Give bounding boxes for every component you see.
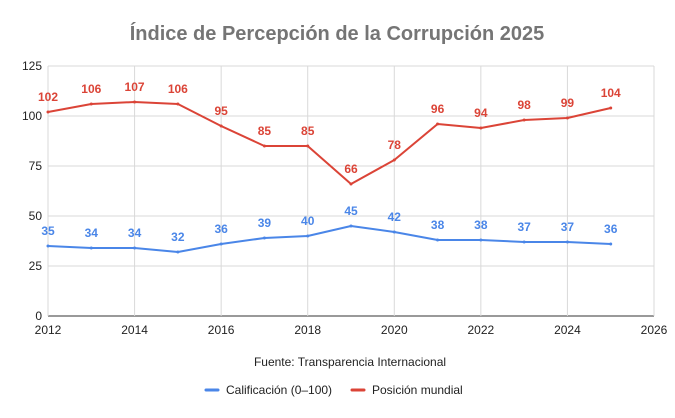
legend: Calificación (0–100) Posición mundial [204, 383, 463, 397]
data-label: 96 [431, 102, 445, 116]
data-point [349, 224, 353, 228]
data-label: 36 [214, 222, 228, 236]
data-point [219, 124, 223, 128]
data-label: 99 [561, 96, 575, 110]
data-point [306, 234, 310, 238]
data-point [522, 240, 526, 244]
x-tick-label: 2026 [641, 323, 668, 337]
legend-label: Calificación (0–100) [226, 383, 332, 397]
data-label: 37 [561, 220, 575, 234]
x-tick-label: 2012 [35, 323, 62, 337]
data-point [522, 118, 526, 122]
data-label: 85 [301, 124, 315, 138]
y-tick-label: 50 [29, 209, 43, 223]
data-point [609, 242, 613, 246]
data-label: 45 [344, 204, 358, 218]
x-tick-label: 2022 [468, 323, 495, 337]
x-tick-label: 2016 [208, 323, 235, 337]
axes: 0 25 50 75 100 125 2012 2014 2016 2018 2020 2022 202… [22, 59, 668, 337]
data-label: 34 [85, 226, 99, 240]
data-label: 32 [171, 230, 185, 244]
data-point [306, 144, 310, 148]
data-point [89, 102, 93, 106]
data-point [262, 236, 266, 240]
data-label: 66 [344, 162, 358, 176]
data-label: 38 [474, 218, 488, 232]
y-tick-label: 125 [22, 59, 42, 73]
data-point [565, 116, 569, 120]
data-label: 42 [388, 210, 402, 224]
data-label: 78 [388, 138, 402, 152]
data-label: 34 [128, 226, 142, 240]
x-tick-label: 2024 [554, 323, 581, 337]
x-tick-label: 2018 [294, 323, 321, 337]
data-label: 35 [41, 224, 55, 238]
y-tick-label: 100 [22, 109, 42, 123]
data-point [479, 238, 483, 242]
data-point [176, 102, 180, 106]
data-label: 85 [258, 124, 272, 138]
plot-grid [47, 65, 655, 317]
series-line-1 [47, 225, 612, 253]
data-point [176, 250, 180, 254]
data-point [609, 106, 613, 110]
data-label: 94 [474, 106, 488, 120]
data-point [392, 230, 396, 234]
data-point [436, 238, 440, 242]
data-point [133, 100, 137, 104]
data-label: 98 [517, 98, 531, 112]
data-label: 106 [168, 82, 188, 96]
data-point [349, 182, 353, 186]
x-tick-label: 2014 [121, 323, 148, 337]
source-note: Fuente: Transparencia Internacional [254, 355, 446, 369]
data-point [219, 242, 223, 246]
data-label: 107 [125, 80, 145, 94]
data-label: 38 [431, 218, 445, 232]
legend-label: Posición mundial [372, 383, 463, 397]
data-point [89, 246, 93, 250]
data-point [46, 110, 50, 114]
y-tick-label: 75 [29, 159, 43, 173]
data-labels-layer: 35 34 34 32 36 39 40 45 42 38 38 37 37 36 102 106 107 106… [38, 80, 621, 244]
series-layer [46, 100, 613, 254]
data-label: 104 [601, 86, 621, 100]
data-label: 95 [214, 104, 228, 118]
data-point [133, 246, 137, 250]
data-point [565, 240, 569, 244]
data-label: 36 [604, 222, 618, 236]
data-point [436, 122, 440, 126]
data-point [46, 244, 50, 248]
data-point [392, 158, 396, 162]
data-point [479, 126, 483, 130]
data-point [262, 144, 266, 148]
data-label: 39 [258, 216, 272, 230]
series-line-2 [47, 101, 612, 185]
data-label: 102 [38, 90, 58, 104]
chart-title: Índice de Percepción de la Corrupción 20… [130, 22, 545, 45]
data-label: 106 [81, 82, 101, 96]
y-tick-label: 25 [29, 259, 43, 273]
y-tick-label: 0 [35, 309, 42, 323]
x-tick-label: 2020 [381, 323, 408, 337]
data-label: 40 [301, 214, 315, 228]
data-label: 37 [517, 220, 531, 234]
